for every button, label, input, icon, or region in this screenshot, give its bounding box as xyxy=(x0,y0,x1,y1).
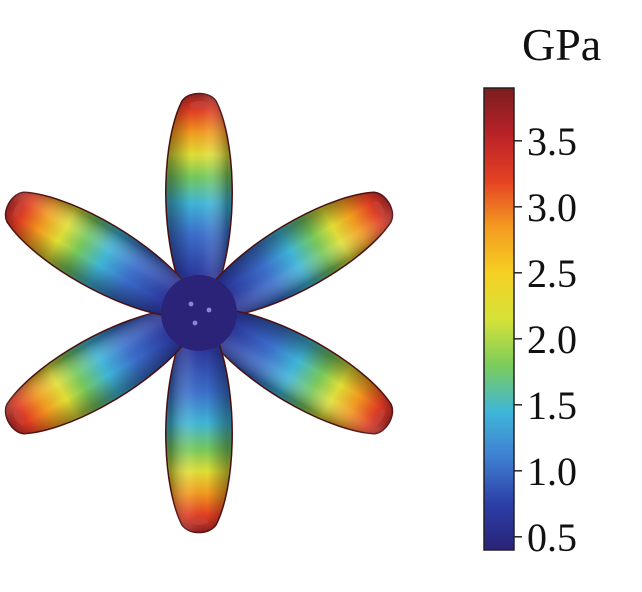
lobe xyxy=(214,309,394,435)
lobe-tip-highlight xyxy=(373,200,385,218)
colorbar-tick-label: 1.0 xyxy=(527,449,577,494)
colorbar-ticks: 3.5 3.0 2.5 2.0 1.5 1.0 0.5 xyxy=(514,119,577,560)
lobe xyxy=(4,191,184,317)
lobe-tip-highlight xyxy=(13,200,25,218)
lobe-shading xyxy=(5,310,184,434)
colorbar-tick-label: 1.5 xyxy=(527,383,577,428)
lobe-tip-highlight xyxy=(190,101,208,109)
lobe xyxy=(214,191,394,317)
colorbar-tick-label: 3.0 xyxy=(527,185,577,230)
lobe-tip-highlight xyxy=(373,408,385,426)
colorbar: GPa 3.5 3.0 2.5 2.0 1.5 1.0 0.5 xyxy=(483,19,601,560)
lobe-shading xyxy=(165,93,233,283)
center-dot xyxy=(206,307,212,313)
lobe-shading xyxy=(214,310,393,434)
colorbar-tick-label: 3.5 xyxy=(527,119,577,164)
colorbar-ramp xyxy=(483,87,515,551)
center-dot xyxy=(192,320,198,326)
lobe xyxy=(165,92,233,284)
lobe-shading xyxy=(214,192,393,316)
center-dot xyxy=(188,301,194,307)
lobe-group xyxy=(4,92,394,534)
lobe xyxy=(4,309,184,435)
colorbar-tick-label: 2.5 xyxy=(527,251,577,296)
colorbar-tick-label: 2.0 xyxy=(527,317,577,362)
lobe-shading xyxy=(165,343,233,533)
lobe xyxy=(165,342,233,534)
colorbar-unit-label: GPa xyxy=(522,19,601,70)
stiffness-surface xyxy=(4,92,394,534)
lobe-tip-highlight xyxy=(13,408,25,426)
colorbar-tick-label: 0.5 xyxy=(527,515,577,560)
lobe-tip-highlight xyxy=(190,517,208,525)
surface-center-core xyxy=(161,275,237,351)
lobe-shading xyxy=(5,192,184,316)
